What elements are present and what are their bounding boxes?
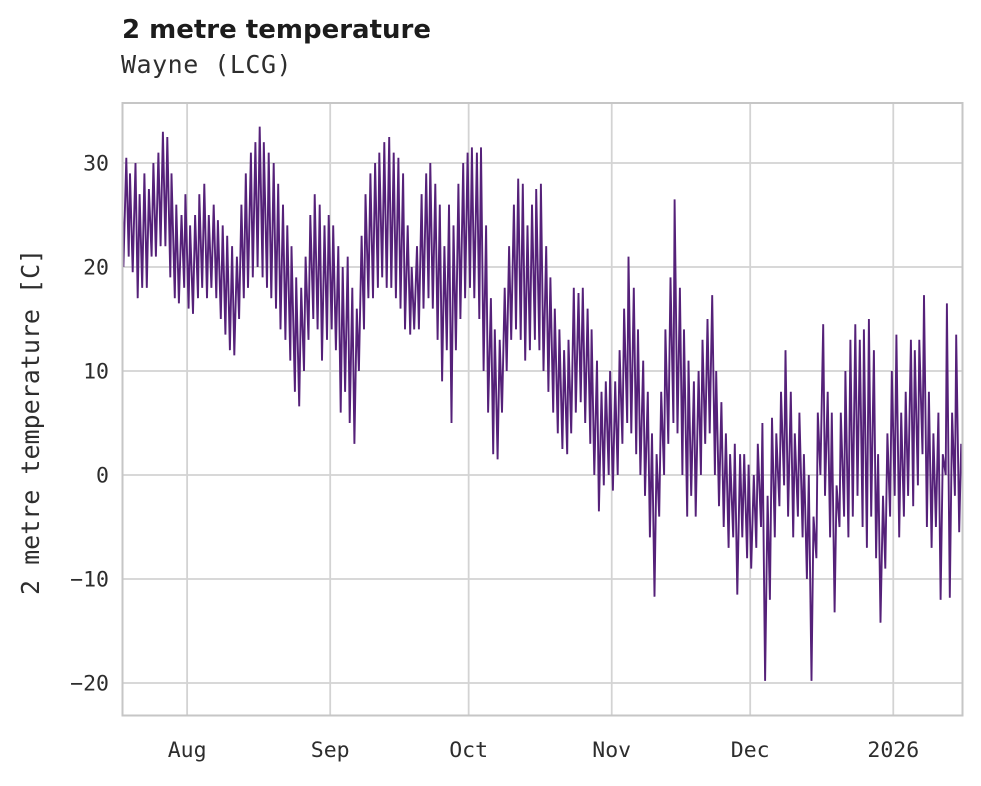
y-tick-label: −20 (70, 672, 109, 697)
gridlines (122, 103, 963, 716)
x-tick-label: Sep (311, 738, 350, 763)
chart-title: 2 metre temperature (122, 15, 431, 45)
y-axis-tick-labels: 30 20 10 0 −10 −20 (70, 152, 109, 697)
x-axis-tick-labels: Aug Sep Oct Nov Dec 2026 (168, 738, 919, 763)
x-tick-label: Aug (168, 738, 207, 763)
x-tick-label: Oct (449, 738, 488, 763)
y-tick-label: 0 (96, 464, 109, 489)
x-tick-label: Dec (731, 738, 770, 763)
x-tick-label: 2026 (867, 738, 919, 763)
y-axis-label: 2 metre temperature [C] (16, 248, 45, 595)
temperature-line-series (121, 126, 963, 681)
y-tick-label: −10 (70, 568, 109, 593)
y-tick-label: 30 (83, 152, 109, 177)
y-tick-label: 20 (83, 256, 109, 281)
y-tick-label: 10 (83, 360, 109, 385)
chart-subtitle: Wayne (LCG) (121, 50, 293, 79)
plot-border (121, 102, 964, 717)
x-tick-label: Nov (592, 738, 631, 763)
